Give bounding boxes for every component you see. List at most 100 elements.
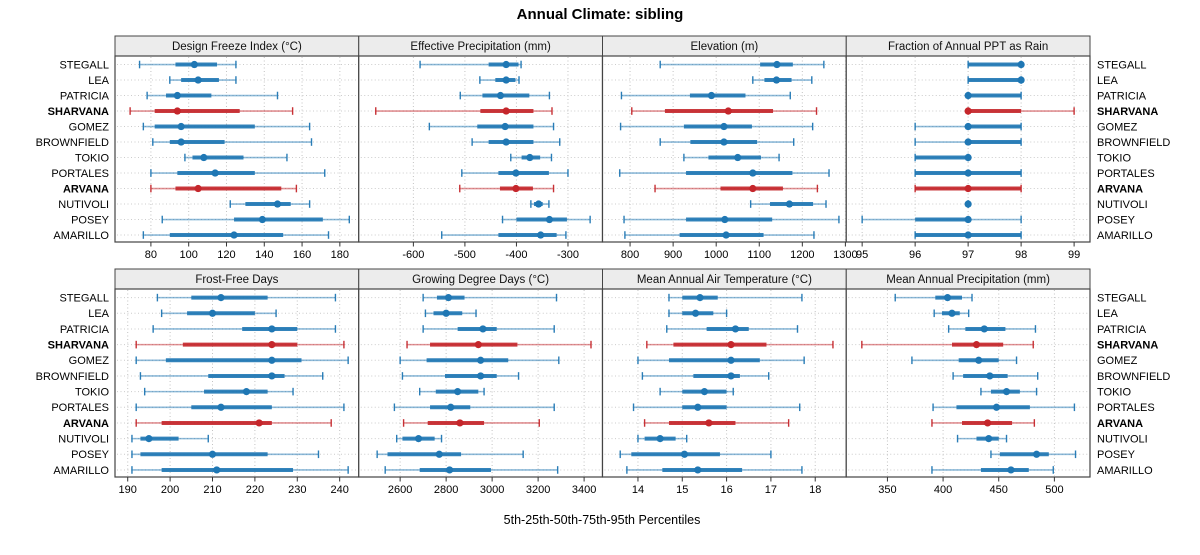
x-tick-label: 18: [809, 484, 821, 496]
chart-title: Annual Climate: sibling: [517, 6, 684, 23]
median-dot: [208, 450, 217, 458]
x-tick-label: 180: [331, 249, 349, 261]
x-tick-label: 500: [1045, 484, 1063, 496]
median-dot: [1017, 60, 1025, 69]
x-tick-label: 95: [856, 249, 868, 261]
median-dot: [680, 450, 689, 458]
category-label-left-portales: PORTALES: [51, 402, 109, 414]
median-dot: [972, 341, 981, 349]
percentile-row-stegall: [138, 60, 237, 69]
x-tick-label: 240: [330, 484, 348, 496]
percentile-row-lea: [479, 76, 520, 84]
median-dot: [442, 309, 450, 317]
median-dot: [773, 60, 781, 69]
median-dot: [526, 153, 534, 162]
median-dot: [537, 231, 545, 239]
category-label-left-arvana: ARVANA: [63, 183, 109, 195]
percentile-row-gomez: [619, 122, 814, 131]
percentile-row-sharvana: [631, 107, 818, 115]
category-label-right-tokio: TOKIO: [1097, 152, 1131, 164]
percentile-row-nutivoli: [530, 200, 550, 208]
x-tick-label: 1200: [790, 249, 814, 261]
x-tick-label: 230: [288, 484, 306, 496]
median-dot: [268, 341, 276, 349]
category-label-right-posey: POSEY: [1097, 214, 1136, 226]
median-dot: [720, 122, 728, 131]
percentile-row-nutivoli: [229, 200, 311, 208]
percentile-row-sharvana: [861, 340, 1034, 349]
median-dot: [992, 403, 1001, 411]
x-tick-label: 80: [145, 249, 157, 261]
median-dot: [211, 169, 219, 177]
x-tick-label: 1100: [747, 249, 771, 261]
percentile-row-lea: [160, 309, 277, 318]
median-dot: [986, 372, 994, 380]
percentile-row-tokio: [683, 153, 780, 162]
median-dot: [964, 153, 972, 162]
category-label-left-posey: POSEY: [71, 214, 110, 226]
x-tick-label: 96: [909, 249, 921, 261]
x-tick-label: -600: [402, 249, 424, 261]
median-dot: [502, 76, 510, 84]
panel-strip-title: Fraction of Annual PPT as Rain: [888, 41, 1048, 53]
median-dot: [502, 60, 510, 69]
percentile-row-gomez: [637, 356, 805, 365]
median-dot: [477, 372, 485, 380]
median-dot: [964, 231, 972, 239]
percentile-row-gomez: [142, 122, 311, 131]
category-label-right-gomez: GOMEZ: [1097, 355, 1138, 367]
percentile-row-nutivoli: [637, 434, 688, 443]
median-dot: [691, 309, 700, 317]
percentile-row-patricia: [620, 91, 791, 100]
percentile-row-arvana: [150, 184, 298, 193]
median-dot: [964, 169, 972, 177]
median-dot: [705, 419, 713, 427]
median-dot: [213, 466, 221, 474]
percentile-row-portales: [135, 403, 345, 412]
x-tick-label: 100: [180, 249, 198, 261]
percentile-row-gomez: [914, 122, 1022, 131]
percentile-row-brownfield: [139, 372, 324, 380]
percentile-row-amarillo: [624, 231, 815, 239]
median-dot: [943, 294, 952, 302]
percentile-row-patricia: [947, 325, 1037, 333]
category-label-left-nutivoli: NUTIVOLI: [58, 199, 109, 211]
percentile-row-gomez: [135, 356, 349, 365]
percentile-row-patricia: [152, 325, 337, 333]
median-dot: [447, 403, 455, 411]
x-tick-label: 220: [246, 484, 264, 496]
median-dot: [502, 107, 510, 115]
median-dot: [177, 122, 185, 131]
panel-strip-title: Effective Precipitation (mm): [410, 41, 551, 53]
percentile-row-gomez: [428, 122, 555, 131]
median-dot: [190, 60, 198, 69]
x-tick-label: 350: [878, 484, 896, 496]
median-dot: [964, 215, 972, 224]
x-tick-label: 210: [203, 484, 221, 496]
panel-mean-annual-air-temperature-c-: Mean Annual Air Temperature (°C) 14 15 16 17…: [601, 268, 847, 496]
x-tick-label: 450: [990, 484, 1008, 496]
x-tick-label: 97: [962, 249, 974, 261]
median-dot: [722, 231, 730, 239]
median-dot: [445, 466, 454, 474]
x-tick-label: 16: [720, 484, 732, 496]
percentile-row-gomez: [399, 356, 560, 365]
x-tick-label: 190: [119, 484, 137, 496]
percentile-row-tokio: [418, 387, 485, 396]
percentile-row-nutivoli: [956, 434, 1008, 443]
category-label-right-posey: POSEY: [1097, 449, 1136, 461]
percentile-row-sharvana: [129, 107, 294, 115]
category-label-right-stegall: STEGALL: [1097, 59, 1147, 71]
category-label-left-gomez: GOMEZ: [69, 121, 110, 133]
percentile-row-portales: [932, 403, 1076, 412]
median-dot: [501, 122, 509, 131]
median-dot: [727, 341, 735, 349]
percentile-row-nutivoli: [395, 434, 443, 443]
median-dot: [1017, 76, 1025, 84]
x-tick-label: -400: [505, 249, 527, 261]
median-dot: [435, 450, 443, 458]
category-label-left-amarillo: AMARILLO: [53, 465, 109, 477]
x-tick-label: 400: [934, 484, 952, 496]
category-label-right-patricia: PATRICIA: [1097, 324, 1147, 336]
category-label-right-brownfield: BROWNFIELD: [1097, 371, 1170, 383]
